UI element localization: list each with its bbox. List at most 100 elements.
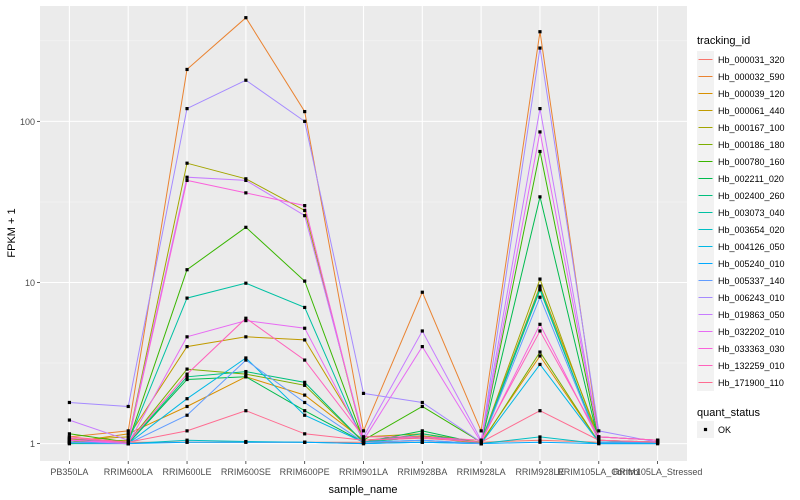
data-point [597,438,601,442]
data-point [185,67,189,72]
data-point [185,440,189,444]
x-tick-label: RRIM105LA_Control [557,467,640,477]
data-point [67,438,72,442]
data-point [303,279,307,283]
data-point [126,438,130,442]
x-tick-label: RRIM600PE [280,467,330,477]
data-point [538,286,542,290]
y-tick-label: 10 [25,278,35,288]
data-point [655,440,660,444]
legend2-title: quant_status [697,407,760,419]
data-point [185,268,189,272]
data-point [538,440,542,444]
data-point [303,432,307,436]
data-point [303,109,307,114]
legend-label: Hb_000032_590 [718,72,785,82]
legend-label: Hb_000186_180 [718,140,785,150]
data-point [420,432,424,436]
legend-label: Hb_002211_020 [718,174,784,184]
legend-label: Hb_033363_030 [718,344,785,354]
data-point [303,400,307,405]
data-point [538,149,542,154]
legend-label: Hb_171900_110 [718,378,784,388]
data-point [303,383,307,387]
data-point [244,358,248,362]
data-point [303,440,307,444]
data-point [538,277,542,281]
legend-label: Hb_005337_140 [718,276,785,286]
data-point [538,130,542,134]
data-point [361,429,366,433]
data-point [185,175,189,179]
data-point [67,432,72,436]
data-point [597,435,601,439]
data-point [303,326,307,330]
legend-label: Hb_000780_160 [718,157,785,167]
data-point [538,409,542,413]
data-point [597,429,601,433]
data-point [126,440,130,444]
data-point [185,161,189,165]
data-point [126,435,130,439]
y-tick-label: 100 [20,117,35,127]
legend-label: Hb_000039_120 [718,89,785,99]
data-point [126,404,130,409]
data-point [479,440,483,444]
data-point [303,338,307,342]
data-point [185,375,189,379]
legend-label: Hb_000031_320 [718,55,785,65]
data-point [244,335,248,339]
x-tick-label: RRIM928BA [397,467,447,477]
data-point [420,438,424,442]
data-point [244,440,248,444]
series-points [67,16,660,446]
data-point [655,438,660,442]
data-point [303,380,307,384]
data-point [538,435,542,439]
data-point [244,369,248,374]
data-point [303,409,307,413]
legend-label: Hb_003073_040 [718,208,785,218]
x-tick-label: RRIM928LA [457,467,506,477]
data-point [244,319,248,323]
legend-label: Hb_132259_010 [718,361,785,371]
data-point [185,178,189,183]
data-point [244,281,248,285]
data-point [303,119,307,123]
legend: tracking_id Hb_000031_320 Hb_000032_590 Hb_… [697,35,785,438]
data-point [538,329,542,333]
data-point [420,345,424,349]
data-point [185,397,189,401]
data-point [185,413,189,417]
legend-label: Hb_004126_050 [718,242,785,252]
data-point [303,413,307,417]
data-point [538,30,542,34]
x-tick-label: PB350LA [50,467,88,477]
data-point [185,335,189,339]
data-point [67,435,72,439]
data-point [479,438,483,442]
legend-label: Hb_006243_010 [718,293,785,303]
data-point [361,440,366,444]
data-point [185,404,189,409]
data-point [303,358,307,362]
y-axis-title: FPKM + 1 [6,208,18,257]
data-point [538,107,542,111]
y-tick-label: 1 [30,439,35,449]
legend-title: tracking_id [697,35,750,47]
legend-label: Hb_000167_100 [718,123,785,133]
data-point [361,438,366,442]
data-point [420,440,424,444]
data-point [185,107,189,111]
data-point [538,295,542,299]
data-point [303,393,307,397]
data-point [303,208,307,213]
data-point [538,350,542,354]
x-axis-title: sample_name [328,484,397,496]
data-point [303,214,307,218]
data-point [420,436,424,440]
data-point [538,46,542,50]
data-point [126,429,130,433]
data-point [597,440,601,444]
